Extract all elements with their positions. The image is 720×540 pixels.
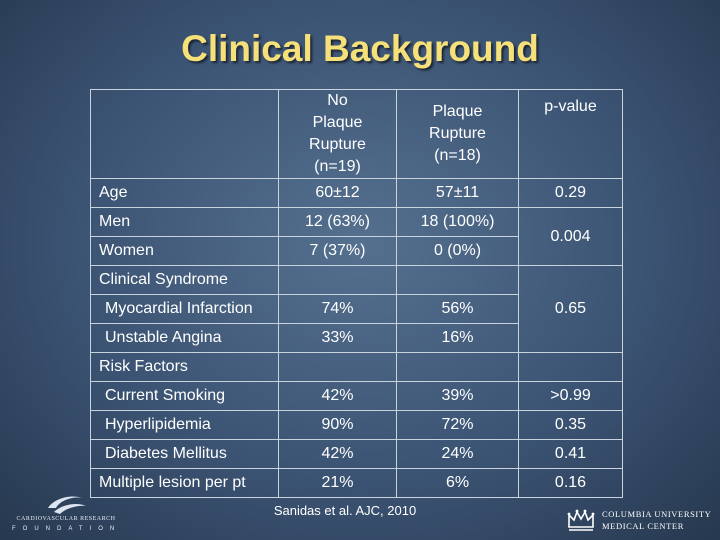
- table-row: Women 7 (37%) 0 (0%): [90, 236, 623, 266]
- crf-swoosh-icon: [48, 496, 86, 514]
- row-label-diabetes-mellitus: Diabetes Mellitus: [90, 439, 279, 469]
- empty-cell: [518, 352, 623, 382]
- columbia-logo-line1: COLUMBIA UNIVERSITY: [602, 509, 712, 519]
- age-p-value: 0.29: [518, 178, 623, 208]
- crf-logo-line1: CARDIOVASCULAR RESEARCH: [16, 516, 116, 522]
- row-label-multiple-lesion: Multiple lesion per pt: [90, 468, 279, 498]
- table-row: Risk Factors: [90, 352, 623, 382]
- smoking-no-rupture: 42%: [278, 381, 397, 411]
- syndrome-p-value: 0.65: [518, 265, 623, 353]
- row-label-men: Men: [90, 207, 279, 237]
- diabetes-rupture: 24%: [396, 439, 519, 469]
- sex-p-value: 0.004: [518, 207, 623, 266]
- crf-logo-line2: FOUNDATION: [12, 526, 122, 532]
- ua-no-rupture: 33%: [278, 323, 397, 353]
- table-row: Hyperlipidemia 90% 72% 0.35: [90, 410, 623, 440]
- header-no-plaque-rupture: No Plaque Rupture (n=19): [278, 89, 397, 179]
- table-row: Multiple lesion per pt 21% 6% 0.16: [90, 468, 623, 498]
- citation: Sanidas et al. AJC, 2010: [273, 503, 417, 518]
- header-p-value: p-value: [518, 89, 623, 179]
- section-label-clinical-syndrome: Clinical Syndrome: [90, 265, 279, 295]
- section-label-risk-factors: Risk Factors: [90, 352, 279, 382]
- row-label-unstable-angina: Unstable Angina: [90, 323, 279, 353]
- header-blank-cell: [90, 89, 279, 179]
- hyperlipidemia-no-rupture: 90%: [278, 410, 397, 440]
- crown-icon: [567, 509, 595, 531]
- table-row: Men 12 (63%) 18 (100%) 0.004: [90, 207, 623, 266]
- mi-rupture: 56%: [396, 294, 519, 324]
- smoking-rupture: 39%: [396, 381, 519, 411]
- table-row: Diabetes Mellitus 42% 24% 0.41: [90, 439, 623, 469]
- multiple-lesion-no-rupture: 21%: [278, 468, 397, 498]
- hyperlipidemia-rupture: 72%: [396, 410, 519, 440]
- empty-cell: [278, 352, 397, 382]
- header-plaque-rupture: Plaque Rupture (n=18): [396, 89, 519, 179]
- age-rupture: 57±11: [396, 178, 519, 208]
- women-no-rupture: 7 (37%): [278, 236, 397, 266]
- slide-title: Clinical Background: [181, 28, 539, 69]
- columbia-logo: COLUMBIA UNIVERSITY MEDICAL CENTER: [566, 505, 716, 535]
- empty-cell: [278, 265, 397, 295]
- table-row: Clinical Syndrome 0.65: [90, 265, 623, 353]
- smoking-p-value: >0.99: [518, 381, 623, 411]
- columbia-logo-line2: MEDICAL CENTER: [602, 521, 684, 531]
- age-no-rupture: 60±12: [278, 178, 397, 208]
- crf-logo: CARDIOVASCULAR RESEARCH FOUNDATION: [10, 490, 120, 535]
- diabetes-no-rupture: 42%: [278, 439, 397, 469]
- women-rupture: 0 (0%): [396, 236, 519, 266]
- clinical-background-table: No Plaque Rupture (n=19) Plaque Rupture …: [90, 89, 623, 498]
- header-row: No Plaque Rupture (n=19) Plaque Rupture …: [90, 89, 623, 179]
- row-label-current-smoking: Current Smoking: [90, 381, 279, 411]
- table-row: Unstable Angina 33% 16%: [90, 323, 623, 353]
- empty-cell: [396, 265, 519, 295]
- row-label-women: Women: [90, 236, 279, 266]
- mi-no-rupture: 74%: [278, 294, 397, 324]
- hyperlipidemia-p-value: 0.35: [518, 410, 623, 440]
- multiple-lesion-rupture: 6%: [396, 468, 519, 498]
- table-row: Current Smoking 42% 39% >0.99: [90, 381, 623, 411]
- men-no-rupture: 12 (63%): [278, 207, 397, 237]
- multiple-lesion-p-value: 0.16: [518, 468, 623, 498]
- ua-rupture: 16%: [396, 323, 519, 353]
- row-label-myocardial-infarction: Myocardial Infarction: [90, 294, 279, 324]
- empty-cell: [396, 352, 519, 382]
- row-label-age: Age: [90, 178, 279, 208]
- diabetes-p-value: 0.41: [518, 439, 623, 469]
- row-label-hyperlipidemia: Hyperlipidemia: [90, 410, 279, 440]
- men-rupture: 18 (100%): [396, 207, 519, 237]
- table-row: Myocardial Infarction 74% 56%: [90, 294, 623, 324]
- table-row: Age 60±12 57±11 0.29: [90, 178, 623, 208]
